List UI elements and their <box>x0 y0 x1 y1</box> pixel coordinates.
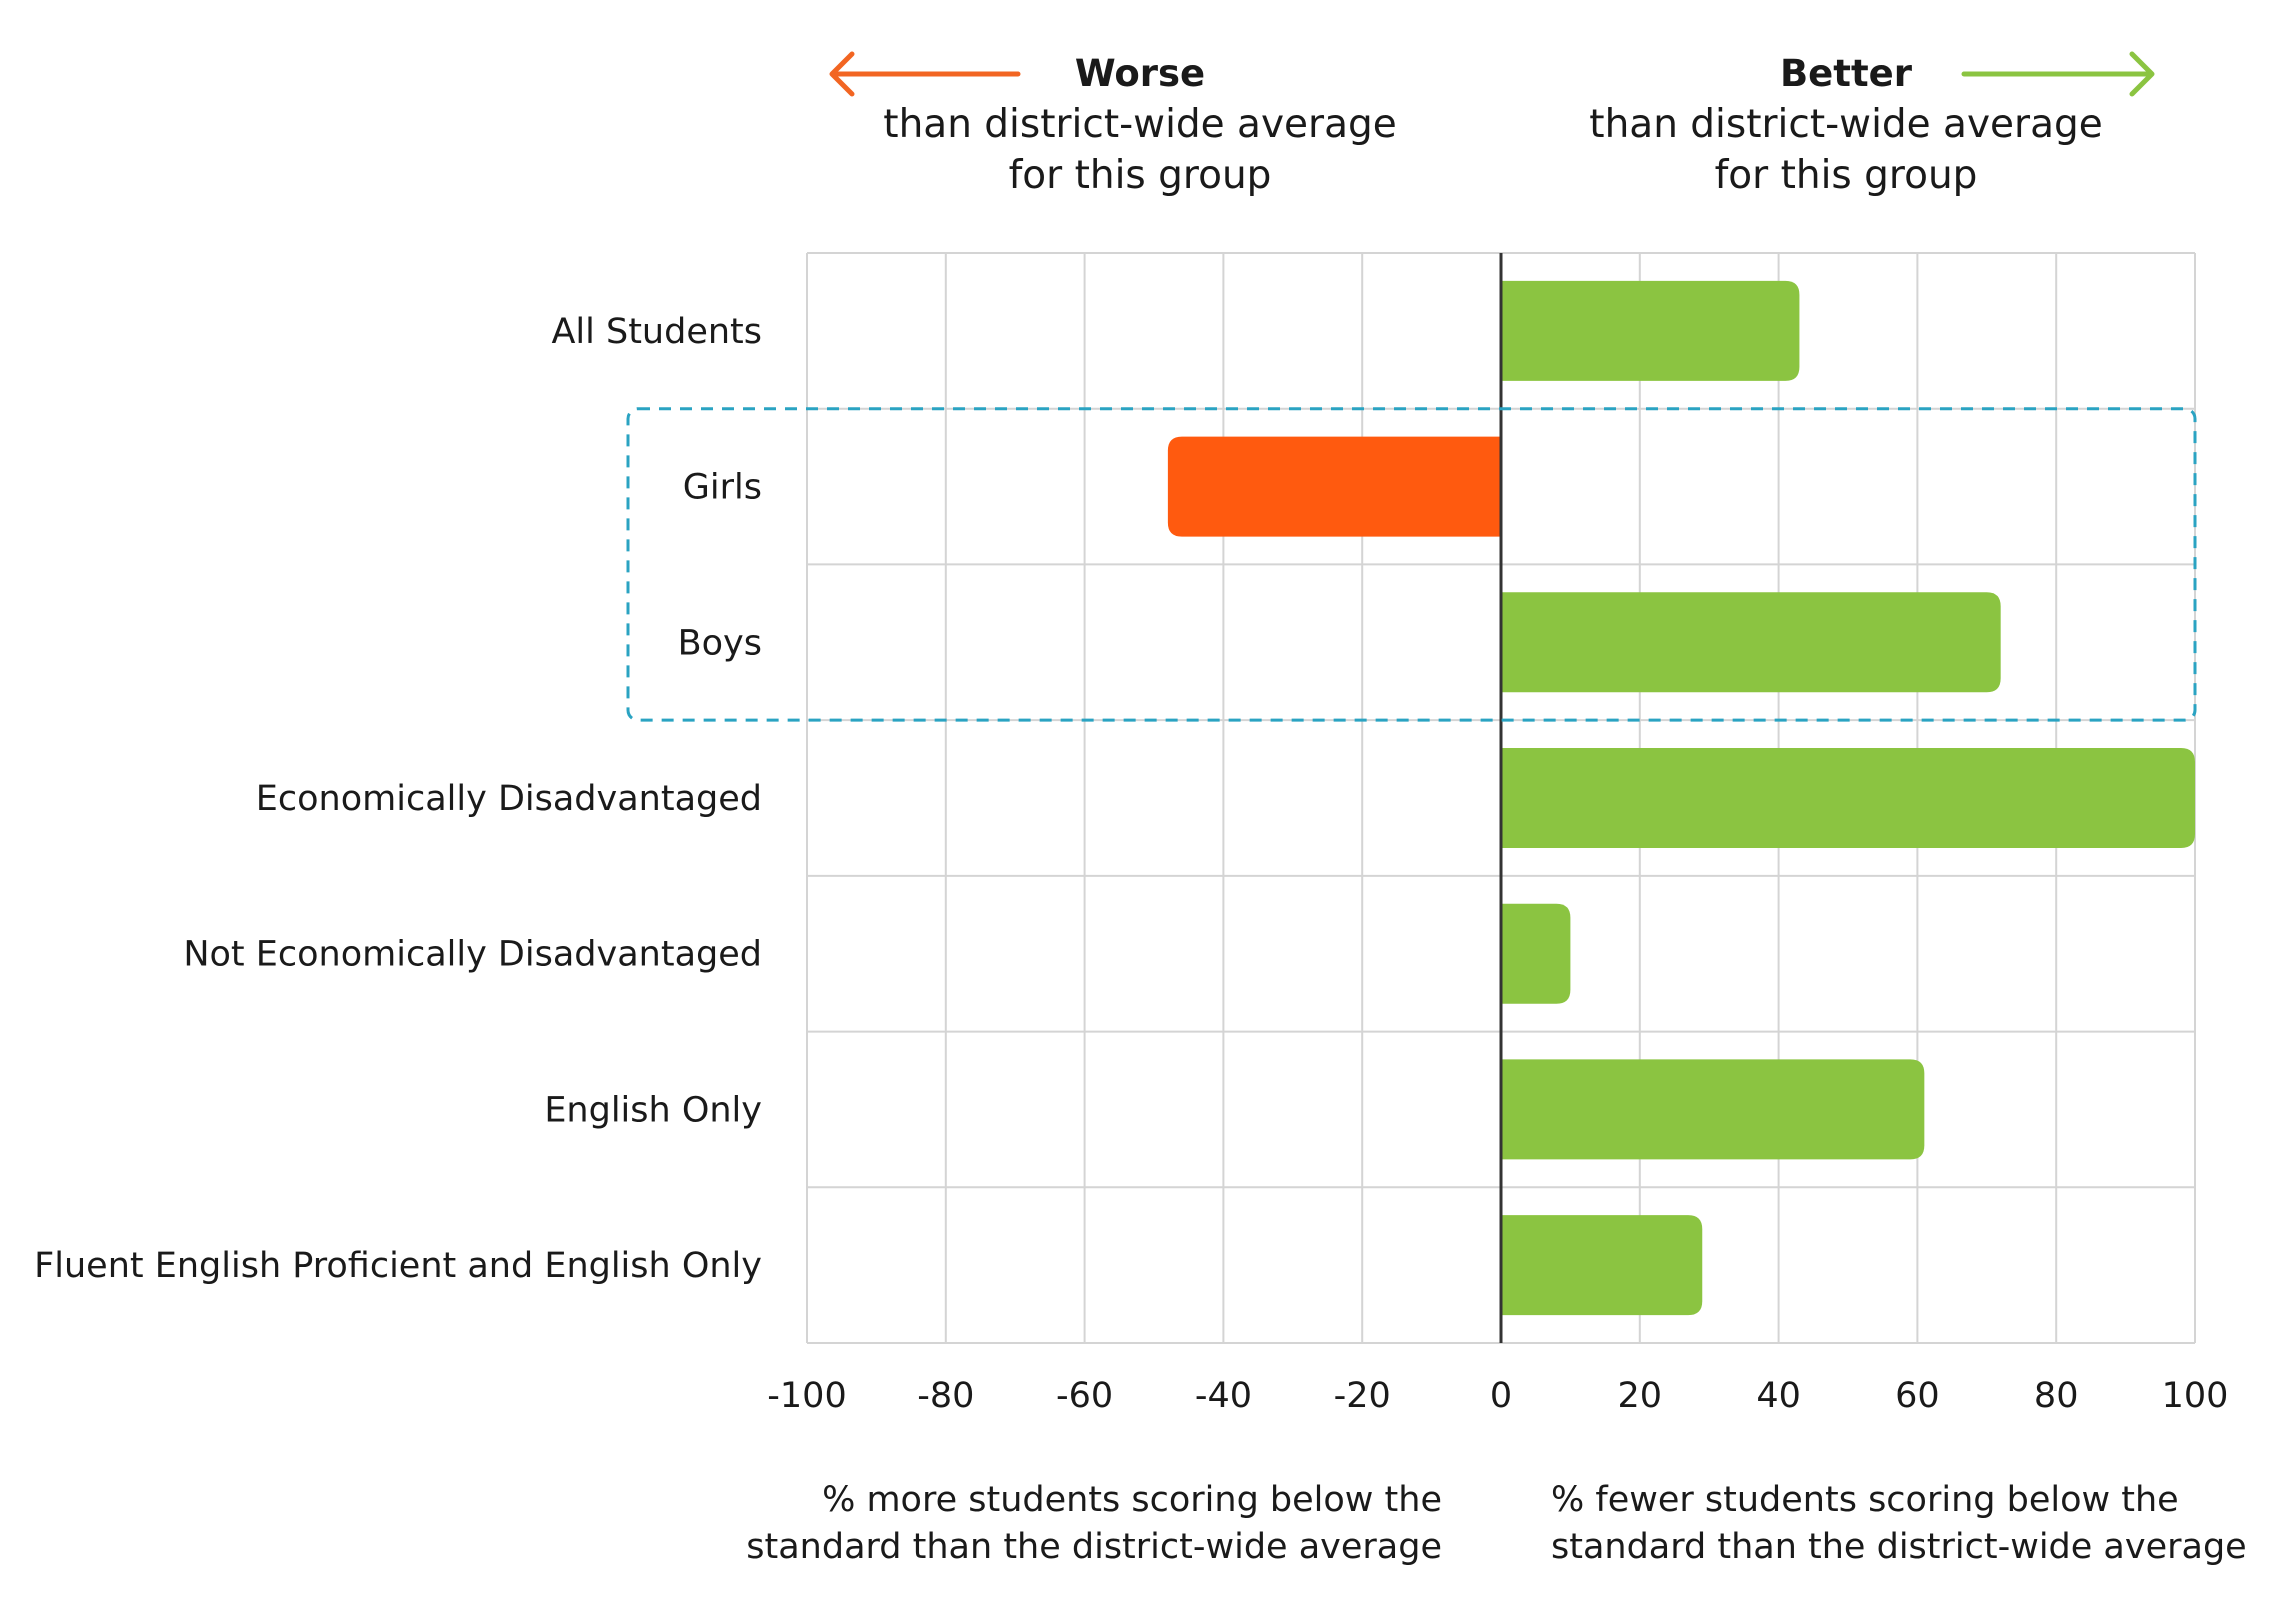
x-caption-right-line1: % fewer students scoring below the <box>1551 1480 2179 1520</box>
category-label: Not Economically Disadvantaged <box>183 935 762 975</box>
x-tick-label: 100 <box>2162 1376 2229 1416</box>
bar <box>1501 592 2001 693</box>
x-tick-label: 20 <box>1618 1376 1663 1416</box>
x-tick-label: 0 <box>1490 1376 1512 1416</box>
x-tick-label: -60 <box>1056 1376 1113 1416</box>
category-label: Boys <box>678 623 762 663</box>
bar <box>1501 1059 1925 1160</box>
x-tick-label: -20 <box>1334 1376 1391 1416</box>
highlight-box <box>626 407 2197 722</box>
bar <box>1501 748 2195 848</box>
better-legend: Better than district-wide average for th… <box>1589 51 2155 198</box>
category-label: Fluent English Proficient and English On… <box>34 1246 762 1286</box>
x-axis-caption-right: % fewer students scoring below the stand… <box>1551 1480 2247 1567</box>
category-label: Economically Disadvantaged <box>256 779 762 819</box>
right-arrow-icon <box>1961 51 2155 97</box>
bar <box>1167 436 1501 537</box>
x-caption-left-line1: % more students scoring below the <box>822 1480 1442 1520</box>
bar <box>1501 280 1800 381</box>
better-legend-line1: than district-wide average <box>1589 102 2102 147</box>
highlight-rect <box>626 407 2197 722</box>
arrow-head <box>2129 51 2155 97</box>
x-caption-right-line2: standard than the district-wide average <box>1551 1527 2247 1567</box>
worse-legend: Worse than district-wide average for thi… <box>829 51 1397 198</box>
x-tick-label: 60 <box>1895 1376 1940 1416</box>
x-tick-label: -40 <box>1195 1376 1252 1416</box>
category-label: Girls <box>683 468 762 508</box>
arrow-head <box>829 51 855 97</box>
x-tick-label: -100 <box>767 1376 846 1416</box>
x-tick-label: 80 <box>2034 1376 2079 1416</box>
better-legend-line2: for this group <box>1715 153 1978 198</box>
x-tick-label: 40 <box>1756 1376 1801 1416</box>
x-caption-left-line2: standard than the district-wide average <box>746 1527 1442 1567</box>
x-tick-labels: -100 -80 -60 -40 -20 0 20 40 60 80 100 <box>767 1376 2228 1416</box>
bar <box>1501 1215 1703 1316</box>
left-arrow-icon <box>829 51 1021 97</box>
worse-legend-line2: for this group <box>1009 153 1272 198</box>
x-axis-caption-left: % more students scoring below the standa… <box>746 1480 1442 1567</box>
worse-legend-title: Worse <box>1075 52 1205 95</box>
bars <box>1167 253 2195 1343</box>
better-legend-title: Better <box>1780 52 1913 95</box>
category-label: All Students <box>551 312 762 352</box>
category-labels: All Students Girls Boys Economically Disadv… <box>34 312 762 1286</box>
x-tick-label: -80 <box>917 1376 974 1416</box>
category-label: English Only <box>544 1090 762 1130</box>
worse-legend-line1: than district-wide average <box>883 102 1396 147</box>
bar <box>1501 903 1571 1004</box>
